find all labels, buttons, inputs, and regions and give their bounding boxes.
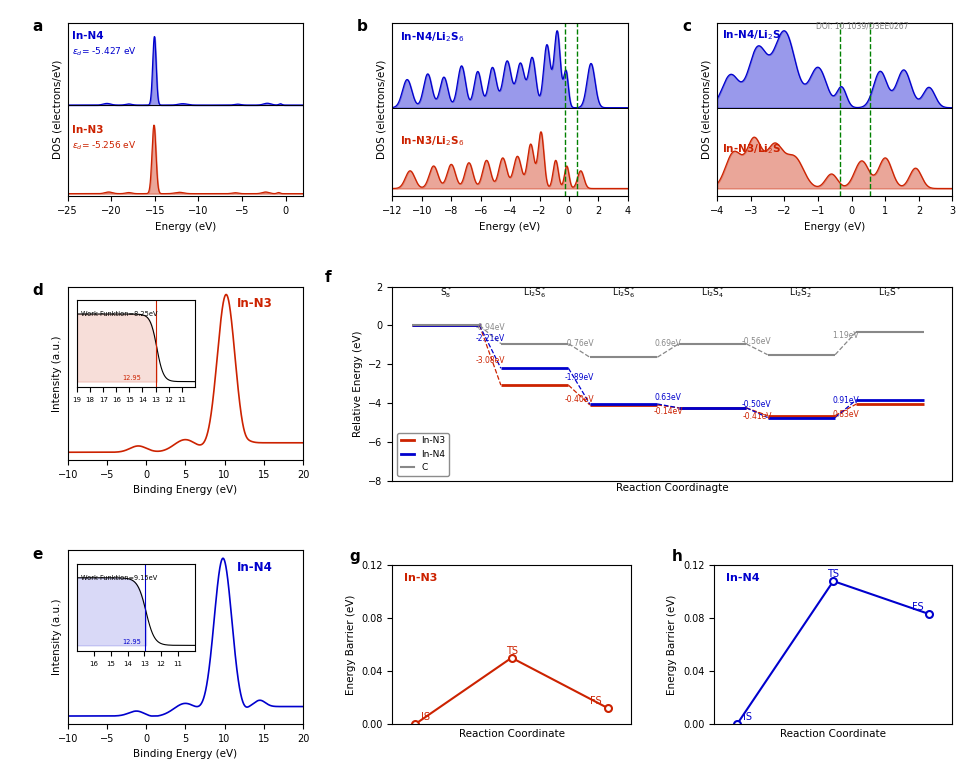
Text: TS: TS [828, 569, 839, 579]
Text: In-N3/Li$_2$S$_6$: In-N3/Li$_2$S$_6$ [399, 134, 464, 148]
Text: In-N4/Li$_2$S: In-N4/Li$_2$S [722, 28, 781, 42]
Text: -0.94eV: -0.94eV [476, 322, 505, 331]
Text: DOI: 10.1039/D3EE0267: DOI: 10.1039/D3EE0267 [816, 21, 909, 30]
Text: b: b [357, 19, 368, 34]
Text: g: g [349, 549, 361, 564]
Text: -2.21eV: -2.21eV [476, 334, 505, 343]
Text: f: f [325, 270, 332, 285]
Text: Li$_2$S$_4^*$: Li$_2$S$_4^*$ [700, 285, 724, 299]
Text: -0.41eV: -0.41eV [742, 412, 772, 421]
Text: $\varepsilon_d$= -5.256 eV: $\varepsilon_d$= -5.256 eV [73, 139, 136, 152]
Text: -0.40eV: -0.40eV [565, 395, 594, 405]
Text: -1.89eV: -1.89eV [565, 373, 594, 383]
X-axis label: Reaction Coordinate: Reaction Coordinate [780, 729, 887, 739]
Y-axis label: Intensity (a.u.): Intensity (a.u.) [52, 335, 62, 411]
Text: Li$_2$S$_6^*$: Li$_2$S$_6^*$ [611, 285, 635, 299]
Text: Li$_2$S$^*$: Li$_2$S$^*$ [878, 285, 902, 299]
Y-axis label: DOS (electrons/eV): DOS (electrons/eV) [702, 60, 712, 159]
Text: 0.91eV: 0.91eV [833, 395, 860, 405]
Text: -0.56eV: -0.56eV [742, 338, 772, 347]
Text: h: h [671, 549, 682, 564]
Text: Li$_2$S$_2^*$: Li$_2$S$_2^*$ [789, 285, 813, 299]
Text: In-N4: In-N4 [726, 573, 760, 583]
Text: In-N3: In-N3 [73, 125, 103, 135]
Text: S$_8^*$: S$_8^*$ [440, 285, 452, 299]
X-axis label: Reaction Coordinate: Reaction Coordinate [458, 729, 565, 739]
Text: In-N4: In-N4 [73, 31, 103, 41]
Text: In-N4/Li$_2$S$_6$: In-N4/Li$_2$S$_6$ [399, 30, 464, 43]
Text: 0.63eV: 0.63eV [655, 393, 682, 402]
Text: $\varepsilon_d$= -5.427 eV: $\varepsilon_d$= -5.427 eV [73, 46, 137, 58]
Text: IS: IS [743, 712, 752, 722]
Text: In-N3/Li$_2$S: In-N3/Li$_2$S [722, 142, 781, 156]
Text: In-N3: In-N3 [404, 573, 438, 583]
Text: 1.19eV: 1.19eV [833, 331, 859, 341]
Y-axis label: DOS (electrons/eV): DOS (electrons/eV) [377, 60, 387, 159]
X-axis label: Energy (eV): Energy (eV) [805, 222, 865, 232]
Y-axis label: Intensity (a.u.): Intensity (a.u.) [52, 599, 62, 675]
Text: FS: FS [590, 696, 601, 706]
Text: -0.76eV: -0.76eV [565, 338, 594, 347]
Text: In-N4: In-N4 [237, 561, 273, 575]
Text: 0.83eV: 0.83eV [833, 410, 860, 419]
Text: IS: IS [422, 712, 430, 722]
X-axis label: Energy (eV): Energy (eV) [155, 222, 216, 232]
X-axis label: Binding Energy (eV): Binding Energy (eV) [133, 485, 238, 495]
Text: -3.08eV: -3.08eV [476, 356, 505, 365]
Y-axis label: DOS (electrons/eV): DOS (electrons/eV) [52, 60, 62, 159]
Text: Li$_2$S$_6^*$: Li$_2$S$_6^*$ [523, 285, 546, 299]
X-axis label: Reaction Coordinagte: Reaction Coordinagte [616, 483, 729, 493]
Text: e: e [32, 547, 43, 562]
X-axis label: Binding Energy (eV): Binding Energy (eV) [133, 749, 238, 759]
Text: -0.14eV: -0.14eV [654, 407, 683, 416]
X-axis label: Energy (eV): Energy (eV) [480, 222, 541, 232]
Y-axis label: Relative Energy (eV): Relative Energy (eV) [353, 331, 363, 437]
Text: In-N3: In-N3 [237, 297, 273, 310]
Text: TS: TS [506, 646, 517, 656]
Text: c: c [682, 19, 690, 34]
Text: FS: FS [912, 602, 923, 612]
Legend: In-N3, In-N4, C: In-N3, In-N4, C [396, 433, 449, 476]
Text: d: d [32, 283, 44, 298]
Text: 0.69eV: 0.69eV [655, 338, 682, 347]
Text: -0.50eV: -0.50eV [742, 400, 772, 409]
Text: a: a [32, 19, 43, 34]
Y-axis label: Energy Barrier (eV): Energy Barrier (eV) [345, 594, 356, 695]
Y-axis label: Energy Barrier (eV): Energy Barrier (eV) [667, 594, 678, 695]
